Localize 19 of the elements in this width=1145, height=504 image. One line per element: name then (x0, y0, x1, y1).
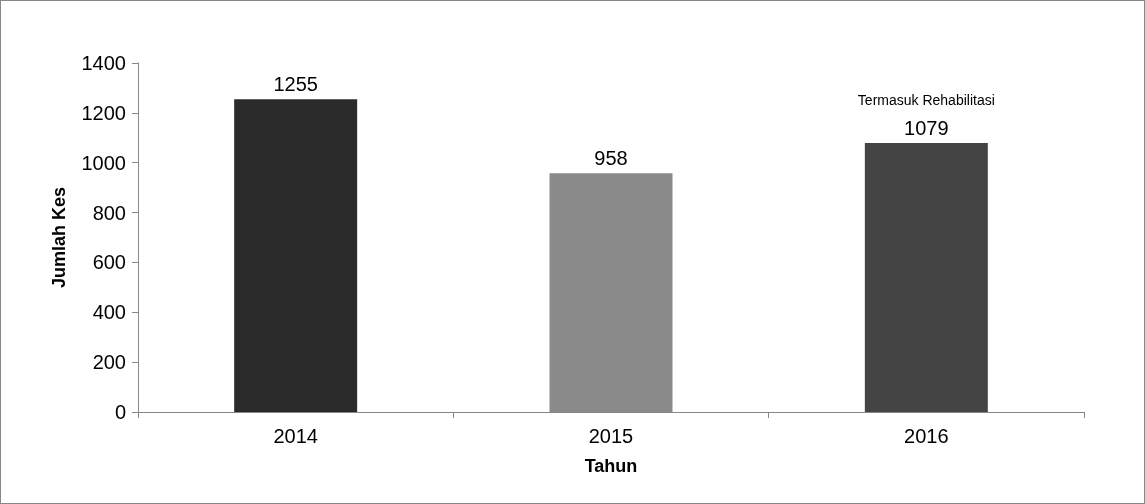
x-tick-label: 2016 (904, 425, 949, 447)
y-tick-label: 0 (114, 401, 126, 423)
data-label: 1079 (904, 117, 949, 140)
bar (864, 143, 988, 412)
y-tick-label: 400 (92, 301, 126, 324)
annotation: Termasuk Rehabilitasi (857, 92, 995, 109)
y-axis-title: Jumlah Kes (49, 186, 69, 289)
x-tick-label: 2014 (273, 425, 318, 447)
data-label: 1255 (273, 73, 318, 96)
y-tick-label: 200 (92, 351, 126, 374)
y-tick-label: 1000 (81, 151, 126, 174)
x-tick-label: 2015 (588, 425, 634, 447)
y-tick-label: 1400 (81, 52, 126, 74)
y-tick-label: 1200 (81, 101, 126, 124)
x-axis-title: Tahun (584, 456, 638, 476)
y-tick-label: 800 (92, 201, 126, 224)
data-label: 958 (594, 147, 628, 170)
y-tick-label: 600 (92, 251, 126, 274)
bar (234, 99, 358, 412)
